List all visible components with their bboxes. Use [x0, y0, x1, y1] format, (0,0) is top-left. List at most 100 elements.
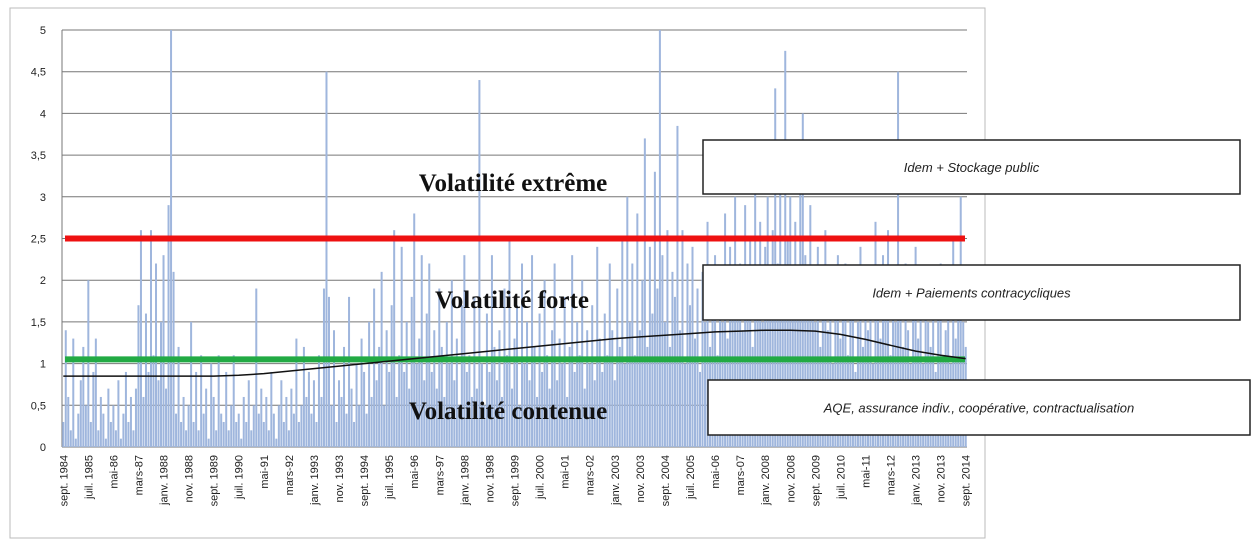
bar	[505, 355, 508, 447]
x-tick-label: mai-86	[108, 455, 120, 489]
bar	[784, 50, 787, 447]
bar	[957, 305, 960, 447]
annotation-text: Idem + Paiements contracycliques	[872, 286, 1071, 301]
bar	[408, 388, 411, 447]
bar	[160, 321, 163, 447]
y-tick-label: 4	[40, 108, 46, 120]
bar	[495, 380, 498, 447]
bar	[824, 230, 827, 447]
bar	[468, 355, 471, 447]
bar	[443, 396, 446, 447]
bar	[255, 288, 258, 447]
bar	[473, 296, 476, 447]
bar	[327, 296, 330, 447]
x-tick-label: mars-87	[133, 455, 145, 495]
bar	[210, 363, 213, 447]
bar	[430, 371, 433, 447]
bar	[348, 296, 351, 447]
bar	[766, 196, 769, 447]
bar	[571, 255, 574, 447]
x-tick-label: sept. 1999	[510, 455, 522, 506]
bar	[215, 430, 218, 447]
bar	[608, 263, 611, 447]
bar	[631, 263, 634, 447]
bar	[551, 330, 554, 447]
bar	[114, 430, 117, 447]
bar	[175, 413, 178, 447]
bar	[538, 313, 541, 447]
bar	[395, 396, 398, 447]
bar	[260, 388, 263, 447]
zone-label: Volatilité extrême	[419, 170, 608, 197]
bar	[638, 330, 641, 447]
x-tick-label: juil. 2005	[685, 455, 697, 500]
bar	[844, 263, 847, 447]
bar	[307, 371, 310, 447]
bar	[428, 263, 431, 447]
bar	[744, 205, 747, 447]
bar	[485, 313, 488, 447]
annotation-box	[702, 139, 1241, 195]
bar	[465, 371, 468, 447]
bar	[410, 296, 413, 447]
bar	[405, 321, 408, 447]
bar	[693, 338, 697, 447]
bar	[874, 221, 877, 447]
bar	[147, 371, 150, 447]
bar	[403, 371, 406, 447]
trend-line	[63, 329, 966, 377]
bar	[165, 388, 168, 447]
bar	[603, 313, 606, 447]
bar	[132, 430, 135, 447]
x-tick-label: nov. 1993	[334, 455, 346, 503]
annotation-box	[707, 379, 1251, 436]
bar	[932, 288, 935, 447]
bar	[892, 280, 895, 447]
bar	[493, 346, 496, 447]
bar	[295, 338, 298, 447]
bar	[864, 288, 867, 447]
x-tick-label: janv. 2003	[610, 455, 622, 506]
x-tick-label: sept. 2014	[961, 455, 973, 506]
bar	[285, 396, 288, 447]
bar	[791, 296, 794, 447]
bar	[759, 221, 762, 447]
bar	[678, 330, 681, 447]
bar	[771, 230, 774, 447]
bar	[385, 330, 388, 447]
bar	[636, 213, 639, 447]
y-tick-label: 4,5	[31, 67, 46, 79]
x-tick-label: mars-07	[735, 455, 747, 495]
bar	[653, 171, 656, 447]
bar	[613, 380, 616, 447]
bar	[586, 330, 589, 447]
bar	[212, 396, 215, 447]
bar	[851, 280, 854, 447]
bar	[77, 413, 80, 447]
bar	[483, 405, 486, 447]
bar	[390, 305, 393, 447]
x-tick-label: janv. 2013	[911, 455, 923, 506]
bar	[340, 396, 343, 447]
bar	[119, 438, 122, 447]
bar	[433, 330, 436, 447]
bar	[252, 405, 255, 447]
bar	[518, 405, 521, 447]
bar	[621, 238, 624, 447]
bar	[623, 363, 626, 447]
bar	[393, 230, 396, 447]
bar	[134, 388, 137, 447]
bar	[463, 255, 466, 447]
bar	[488, 371, 491, 447]
bar	[724, 213, 727, 447]
x-tick-label: mai-01	[560, 455, 572, 489]
bar	[526, 321, 529, 447]
bar	[139, 230, 142, 447]
x-tick-label: juil. 1990	[234, 455, 246, 500]
bar	[897, 71, 900, 447]
bar	[952, 238, 955, 447]
bar	[458, 405, 461, 447]
bar	[739, 263, 742, 447]
bar	[816, 246, 819, 447]
x-tick-label: nov. 2008	[785, 455, 797, 503]
